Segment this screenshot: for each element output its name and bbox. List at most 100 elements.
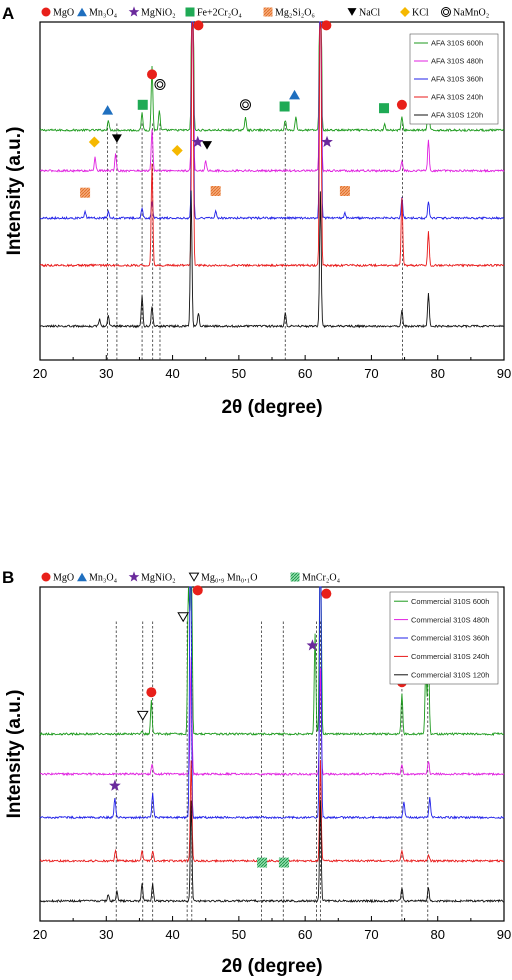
series-line-1: [39, 656, 505, 777]
phase-legend-label: Mn₃O₄: [89, 573, 118, 584]
peak-marker-15: [202, 141, 213, 150]
peak-annotations-a: [80, 20, 435, 198]
series-legend-label-0: AFA 310S 600h: [431, 39, 483, 48]
phase-legend-item: MgO: [41, 572, 74, 584]
y-axis-title-a: Intensity (a.u.): [4, 127, 25, 256]
x-tick-label-1: 30: [99, 927, 113, 942]
series-legend-label-3: AFA 310S 240h: [431, 93, 483, 102]
peak-marker-10: [279, 101, 290, 112]
peak-marker-13: [171, 144, 183, 156]
phase-legend-label: Mn₃O₄: [89, 8, 118, 19]
x-tick-label-3: 50: [232, 927, 246, 942]
series-line-3: [39, 759, 505, 864]
x-tick-label-4: 60: [298, 366, 312, 381]
phase-legend-label: Mg₂Si₂O₆: [275, 8, 315, 19]
x-tick-label-6: 80: [430, 927, 444, 942]
phase-legend-marker-0: [41, 572, 51, 582]
peak-marker-5: [177, 612, 190, 623]
phase-legend-label: MgO: [53, 573, 74, 584]
series-legend-label-2: Commercial 310S 360h: [411, 634, 489, 643]
series-legend-label-4: Commercial 310S 120h: [411, 671, 489, 680]
phase-legend-label: MgO: [53, 8, 74, 19]
series-line-0: [39, 21, 505, 133]
phase-legend-item: MgO: [41, 7, 74, 19]
series-legend-label-2: AFA 310S 360h: [431, 75, 483, 84]
phase-legend-label: NaCl: [359, 8, 380, 19]
peak-marker-5: [154, 79, 166, 91]
peak-marker-20: [339, 186, 350, 196]
peak-marker-9: [137, 99, 148, 110]
series-legend-label-1: Commercial 310S 480h: [411, 615, 489, 624]
phase-legend-label: NaMnO₂: [453, 8, 489, 19]
panel-letter-a: A: [2, 4, 14, 23]
phase-legend-marker-7: [441, 7, 451, 17]
phase-legend-marker-5: [347, 8, 357, 16]
peak-marker-6: [136, 710, 149, 721]
peak-marker-10: [278, 857, 289, 868]
phase-legend-item: NaCl: [347, 8, 380, 19]
x-axis-title-a: 2θ (degree): [221, 397, 322, 418]
series-group-b: [39, 586, 505, 904]
peak-marker-16: [191, 135, 204, 148]
peak-marker-19: [210, 186, 221, 196]
peak-marker-6: [239, 99, 251, 111]
x-axis-ticks-a: 20 30 40 50 60 70 80 90: [33, 355, 511, 381]
phase-legend-label: Fe+2Cr₂O₄: [197, 8, 242, 19]
x-tick-label-7: 90: [497, 927, 511, 942]
x-tick-label-3: 50: [232, 366, 246, 381]
series-legend-label-3: Commercial 310S 240h: [411, 652, 489, 661]
phase-legend-marker-3: [185, 7, 195, 17]
peak-marker-7: [306, 639, 319, 651]
peak-marker-18: [80, 187, 91, 198]
phase-legend-b: MgO Mn₃O₄ MgNiO₂ Mg₀.₉ Mn₀.₁O MnCr₂O₄: [41, 571, 341, 584]
peak-annotations-b: [109, 585, 438, 868]
phase-legend-label: KCl: [412, 8, 429, 19]
x-tick-label-2: 40: [165, 927, 179, 942]
x-tick-label-0: 20: [33, 366, 47, 381]
peak-marker-outer: [239, 99, 251, 111]
x-tick-label-1: 30: [99, 366, 113, 381]
series-legend-label-1: AFA 310S 480h: [431, 57, 483, 66]
phase-legend-label: MgNiO₂: [141, 573, 176, 584]
phase-legend-item: MgNiO₂: [128, 6, 176, 19]
peak-marker-7: [102, 105, 114, 115]
series-legend-b: Commercial 310S 600h Commercial 310S 480h…: [389, 591, 499, 685]
reference-lines-b: [115, 620, 429, 921]
phase-legend-marker-outer: [441, 7, 451, 17]
x-tick-label-4: 60: [298, 927, 312, 942]
phase-legend-marker-1: [77, 572, 87, 582]
phase-legend-item: MgNiO₂: [128, 571, 176, 584]
phase-legend-marker-3: [188, 572, 200, 582]
phase-legend-item: MnCr₂O₄: [290, 572, 341, 584]
series-line-2: [39, 586, 505, 820]
phase-legend-marker-6: [400, 7, 410, 17]
peak-marker-8: [289, 89, 301, 100]
panel-a: A MgO Mn₃O₄ MgNiO₂ Fe+2Cr₂O₄ Mg₂Si₂O₆ NaCl KCl…: [2, 4, 511, 418]
series-line-4: [39, 800, 505, 904]
peak-marker-1: [321, 588, 332, 599]
phase-legend-marker-2: [128, 571, 140, 582]
x-tick-label-2: 40: [165, 366, 179, 381]
peak-marker-outer: [154, 79, 166, 91]
peak-marker-17: [321, 135, 333, 148]
phase-legend-marker-2: [128, 6, 140, 17]
phase-legend-item: KCl: [400, 7, 429, 19]
x-tick-label-6: 80: [430, 366, 444, 381]
phase-legend-marker-4: [263, 7, 273, 17]
panel-letter-b: B: [2, 568, 14, 587]
phase-legend-a: MgO Mn₃O₄ MgNiO₂ Fe+2Cr₂O₄ Mg₂Si₂O₆ NaCl KCl Na…: [41, 6, 489, 19]
peak-marker-14: [111, 134, 122, 143]
peak-marker-12: [88, 136, 100, 148]
x-tick-label-5: 70: [364, 366, 378, 381]
peak-marker-8: [109, 779, 121, 791]
phase-legend-label: MgNiO₂: [141, 8, 176, 19]
x-tick-label-5: 70: [364, 927, 378, 942]
phase-legend-item: Fe+2Cr₂O₄: [185, 7, 242, 19]
panel-b: B MgO Mn₃O₄ MgNiO₂ Mg₀.₉ Mn₀.₁O MnCr₂O₄ Comm…: [2, 568, 511, 977]
x-axis-ticks-b: 20 30 40 50 60 70 80 90: [33, 916, 511, 942]
series-group-a: [39, 21, 505, 329]
peak-marker-0: [192, 585, 203, 596]
phase-legend-item: NaMnO₂: [441, 7, 489, 19]
series-legend-label-0: Commercial 310S 600h: [411, 597, 489, 606]
